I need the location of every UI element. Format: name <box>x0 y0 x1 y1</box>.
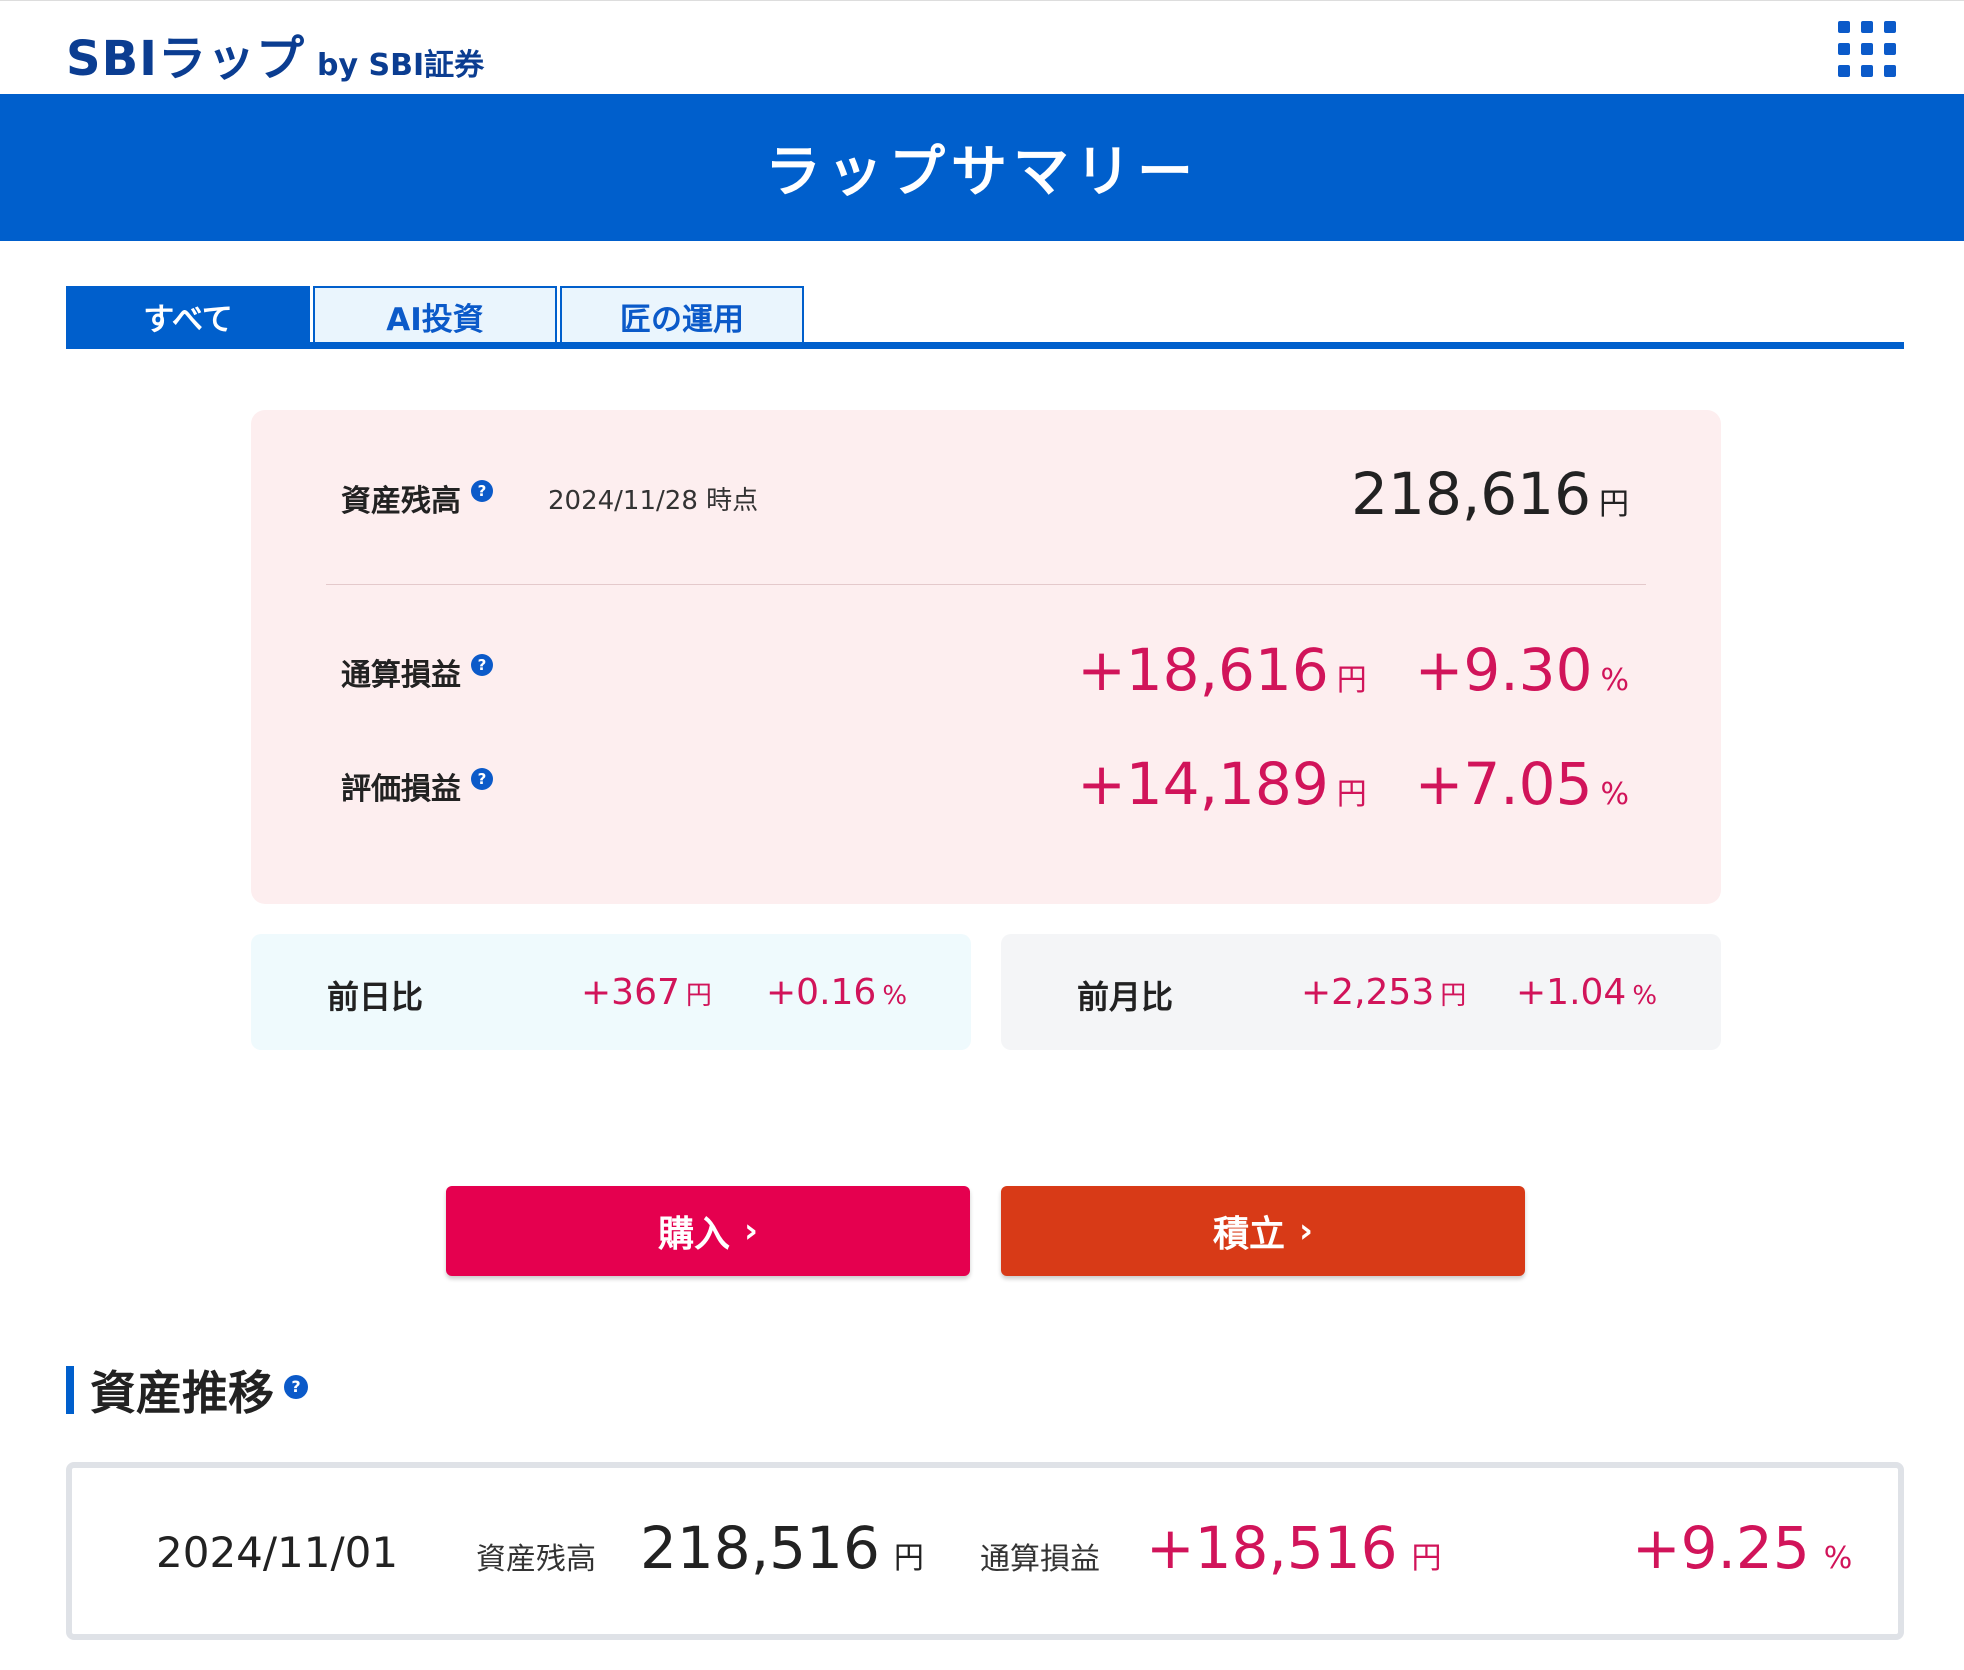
chevron-right-icon: › <box>1299 1211 1314 1251</box>
percent-unit: % <box>1823 1541 1853 1576</box>
percent-unit: % <box>1600 663 1629 698</box>
history-percent-group: +9.25 % <box>1632 1514 1852 1582</box>
prev-day-amount: +367 円 <box>581 972 712 1013</box>
total-pl-label-row: 通算損益 ? <box>341 650 493 694</box>
history-pl-amount: +18,516 円 <box>1146 1514 1442 1582</box>
yen-unit: 円 <box>1336 663 1367 698</box>
tab-takumi-management[interactable]: 匠の運用 <box>560 286 804 344</box>
tab-ai-investment[interactable]: AI投資 <box>313 286 557 344</box>
history-balance-label: 資産残高 <box>476 1542 596 1577</box>
page-title-bar: ラップサマリー <box>0 94 1964 241</box>
percent-unit: % <box>1632 981 1658 1011</box>
prev-day-percent-group: +0.16 % <box>766 972 907 1013</box>
history-balance-amount: 218,516 円 <box>640 1514 924 1582</box>
prev-day-value: +367 <box>581 972 680 1013</box>
total-pl-percent: +9.30 <box>1414 636 1593 704</box>
balance-value: 218,616 <box>1351 460 1591 528</box>
yen-unit: 円 <box>1440 981 1467 1011</box>
history-date: 2024/11/01 <box>156 1528 399 1577</box>
balance-amount: 218,616 円 <box>1351 460 1629 528</box>
history-balance-value: 218,516 <box>640 1514 880 1582</box>
total-pl-label: 通算損益 <box>341 658 461 693</box>
app-header: SBIラップ by SBI証券 <box>0 0 1964 94</box>
prev-month-comparison: 前月比 +2,253 円 +1.04 % <box>1001 934 1721 1050</box>
logo-main-text: SBIラップ <box>66 31 306 87</box>
history-pl-label: 通算損益 <box>980 1542 1100 1577</box>
prev-month-percent: +1.04 <box>1516 972 1627 1013</box>
eval-pl-value: +14,189 <box>1077 750 1329 818</box>
grid-menu-icon[interactable] <box>1838 21 1896 77</box>
prev-month-label: 前月比 <box>1077 978 1174 1016</box>
summary-card: 資産残高 ? 2024/11/28 時点 218,616 円 通算損益 ? +1… <box>251 410 1721 904</box>
balance-label-row: 資産残高 ? <box>341 476 493 520</box>
tab-all[interactable]: すべて <box>66 286 310 344</box>
total-pl-value: +18,616 <box>1077 636 1329 704</box>
yen-unit: 円 <box>1599 487 1629 522</box>
buy-button[interactable]: 購入 › <box>446 1186 970 1276</box>
fund-tabs: すべて AI投資 匠の運用 <box>66 286 1904 350</box>
prev-month-value: +2,253 <box>1301 972 1435 1013</box>
eval-pl-label-row: 評価損益 ? <box>341 764 493 808</box>
asset-history-heading: 資産推移 ? <box>66 1366 308 1420</box>
yen-unit: 円 <box>685 981 712 1011</box>
prev-day-percent: +0.16 <box>766 972 877 1013</box>
yen-unit: 円 <box>893 1541 924 1576</box>
logo-sub-text: by SBI証券 <box>317 48 485 83</box>
history-pl-value: +18,516 <box>1146 1514 1398 1582</box>
prev-month-percent-group: +1.04 % <box>1516 972 1657 1013</box>
eval-pl-percent: +7.05 <box>1414 750 1593 818</box>
tab-underline <box>66 342 1904 349</box>
help-icon[interactable]: ? <box>471 654 493 676</box>
as-of-date: 2024/11/28 時点 <box>548 486 759 516</box>
percent-unit: % <box>882 981 908 1011</box>
page-title: ラップサマリー <box>765 140 1199 205</box>
prev-day-label: 前日比 <box>327 978 424 1016</box>
percent-unit: % <box>1600 777 1629 812</box>
chevron-right-icon: › <box>744 1211 759 1251</box>
reserve-button[interactable]: 積立 › <box>1001 1186 1525 1276</box>
eval-pl-label: 評価損益 <box>341 772 461 807</box>
prev-day-comparison: 前日比 +367 円 +0.16 % <box>251 934 971 1050</box>
asset-history-title: 資産推移 <box>90 1366 274 1420</box>
history-percent: +9.25 <box>1632 1514 1810 1582</box>
yen-unit: 円 <box>1336 777 1367 812</box>
prev-month-amount: +2,253 円 <box>1301 972 1466 1013</box>
buy-button-label: 購入 <box>657 1214 730 1255</box>
yen-unit: 円 <box>1411 1541 1442 1576</box>
asset-history-card: 2024/11/01 資産残高 218,516 円 通算損益 +18,516 円… <box>66 1462 1904 1640</box>
total-pl-amount: +18,616 円 +9.30 % <box>1077 636 1629 704</box>
heading-accent-bar <box>66 1366 74 1414</box>
summary-divider <box>326 584 1646 585</box>
help-icon[interactable]: ? <box>471 768 493 790</box>
help-icon[interactable]: ? <box>471 480 493 502</box>
eval-pl-amount: +14,189 円 +7.05 % <box>1077 750 1629 818</box>
help-icon[interactable]: ? <box>284 1375 308 1399</box>
reserve-button-label: 積立 <box>1212 1214 1285 1255</box>
sbi-wrap-logo[interactable]: SBIラップ by SBI証券 <box>66 19 484 89</box>
balance-label: 資産残高 <box>341 484 461 519</box>
